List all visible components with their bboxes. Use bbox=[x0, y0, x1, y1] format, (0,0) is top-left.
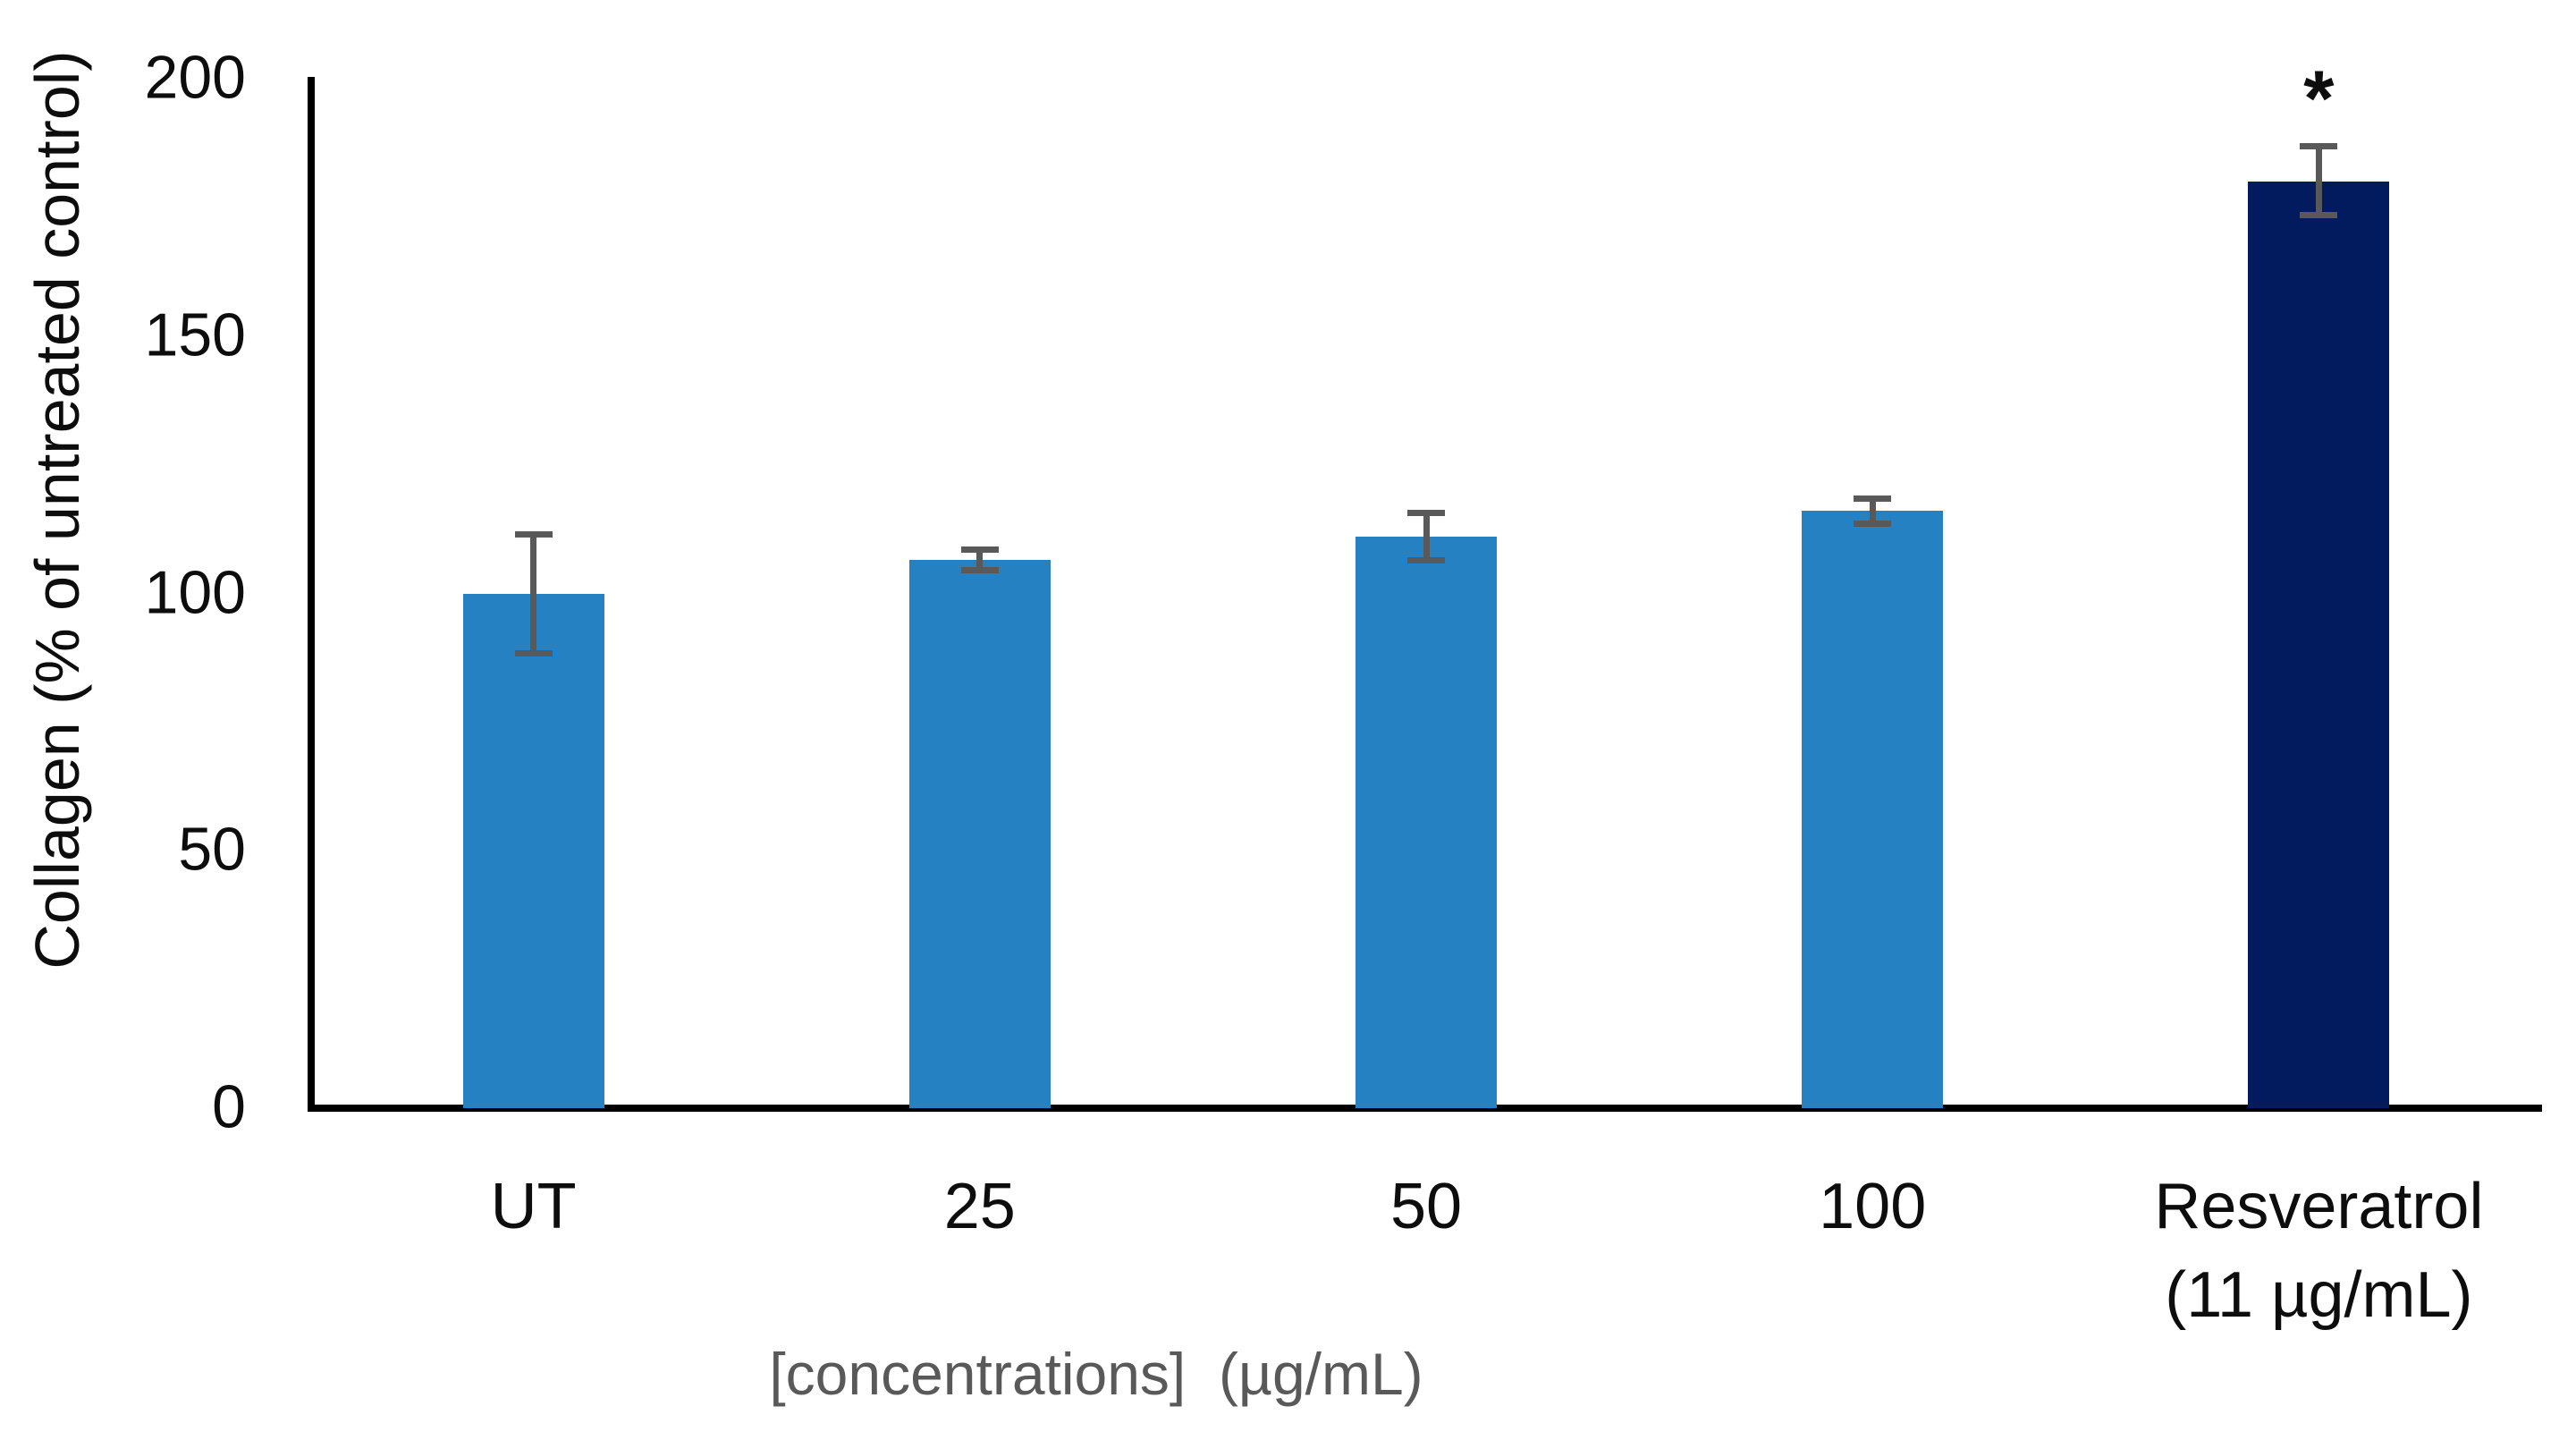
error-bar-cap-top bbox=[2300, 143, 2338, 150]
x-axis-title: [concentrations] (µg/mL) bbox=[769, 1341, 1423, 1407]
error-bar-cap-bottom bbox=[1854, 520, 1892, 527]
bar-100 bbox=[1802, 511, 1944, 1108]
y-tick-label: 150 bbox=[144, 301, 246, 369]
y-tick-label: 200 bbox=[144, 43, 246, 112]
error-bar-cap-top bbox=[960, 546, 999, 554]
bar-50 bbox=[1356, 537, 1497, 1108]
y-tick-label: 0 bbox=[212, 1072, 246, 1141]
y-axis-title: Collagen (% of untreated control) bbox=[22, 50, 92, 970]
error-bar-line bbox=[1869, 498, 1876, 524]
x-tick-label: 25 bbox=[943, 1171, 1016, 1242]
error-bar-cap-bottom bbox=[514, 650, 553, 657]
bar-resveratrol bbox=[2248, 182, 2390, 1108]
x-tick-label: Resveratrol (11 µg/mL) bbox=[2154, 1171, 2484, 1332]
error-bar-cap-bottom bbox=[2300, 212, 2338, 218]
y-tick-label: 50 bbox=[178, 815, 246, 884]
error-bar-line bbox=[530, 534, 537, 654]
error-bar-line bbox=[1423, 512, 1430, 561]
error-bar-line bbox=[976, 549, 984, 571]
x-axis-line bbox=[308, 1105, 2542, 1112]
x-tick-label: 100 bbox=[1819, 1171, 1927, 1242]
error-bar-cap-bottom bbox=[1407, 556, 1445, 563]
x-tick-label: 50 bbox=[1389, 1171, 1463, 1242]
significance-asterisk: * bbox=[2303, 53, 2335, 142]
bar-25 bbox=[908, 560, 1051, 1108]
y-tick-label: 100 bbox=[144, 557, 246, 626]
error-bar-cap-bottom bbox=[960, 567, 999, 574]
y-axis-line bbox=[308, 77, 315, 1112]
error-bar-cap-top bbox=[1407, 509, 1445, 516]
error-bar-line bbox=[2315, 146, 2322, 216]
error-bar-cap-top bbox=[1854, 496, 1892, 503]
bar-ut bbox=[462, 593, 604, 1108]
x-tick-label: UT bbox=[490, 1171, 577, 1242]
error-bar-cap-top bbox=[514, 530, 553, 538]
